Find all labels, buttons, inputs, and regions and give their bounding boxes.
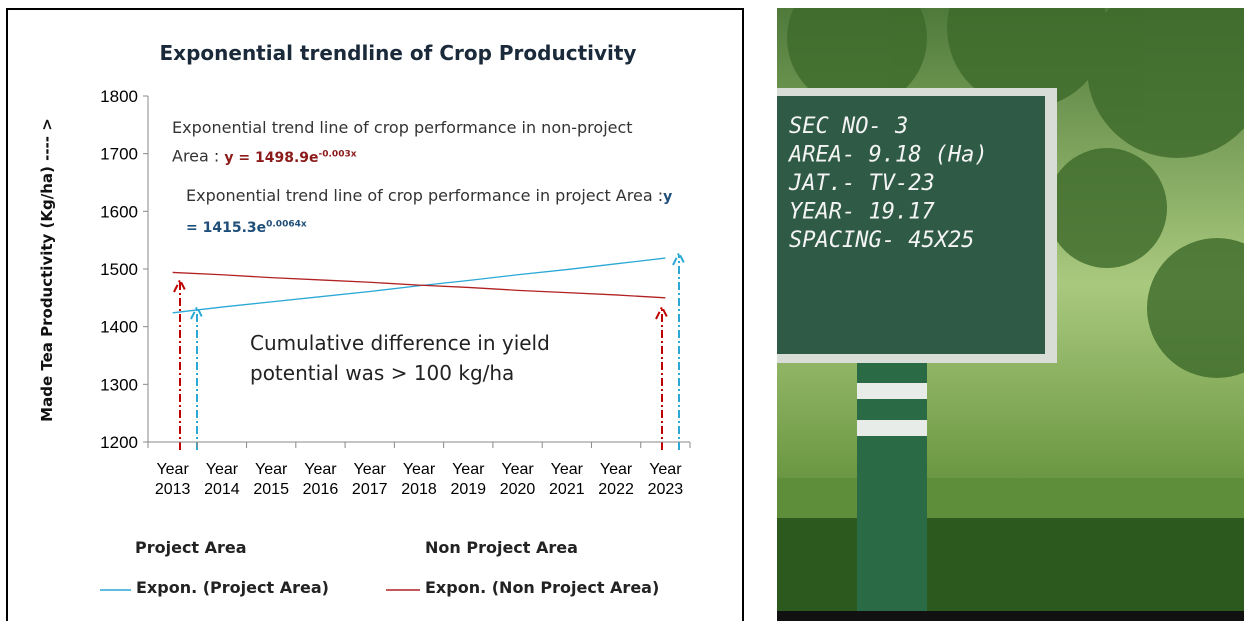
- equation-exponent: 0.0064x: [266, 219, 307, 229]
- sign-line: YEAR- 19.17: [789, 200, 935, 225]
- equation-exponent: -0.003x: [319, 149, 357, 159]
- x-tick-label: Year 2020: [493, 460, 543, 500]
- y-tick-label: 1800: [100, 87, 138, 106]
- legend-entry: Expon. (Non Project Area): [425, 578, 659, 597]
- arrow: [191, 307, 203, 450]
- arrow: [673, 253, 685, 450]
- legend-entry: Project Area: [135, 538, 247, 557]
- chart: Exponential trendline of Crop Productivi…: [0, 0, 760, 621]
- sign-line: JAT.- TV-23: [788, 171, 935, 196]
- x-tick-label: Year 2015: [246, 460, 296, 500]
- x-tick-label: Year 2014: [197, 460, 247, 500]
- legend-entry: Expon. (Project Area): [136, 578, 329, 597]
- legend-entry: Non Project Area: [425, 538, 578, 557]
- y-tick-label: 1700: [100, 145, 138, 164]
- x-tick-label: Year 2016: [295, 460, 345, 500]
- x-tick-label: Year 2023: [640, 460, 690, 500]
- annotation: Exponential trend line of crop performan…: [186, 182, 681, 242]
- sign-line: SPACING- 45X25: [789, 228, 974, 253]
- annotation-text: Exponential trend line of crop performan…: [186, 186, 663, 205]
- annotation: Exponential trend line of crop performan…: [172, 114, 652, 172]
- equation-base: y = 1498.9e: [224, 150, 318, 166]
- sign-line: AREA- 9.18 (Ha): [787, 143, 988, 168]
- post-stripe: [857, 420, 927, 436]
- page: Exponential trendline of Crop Productivi…: [0, 0, 1244, 621]
- x-tick-label: Year 2017: [345, 460, 395, 500]
- tea-bushes: [777, 508, 1244, 611]
- y-tick-label: 1500: [100, 260, 138, 279]
- chart-title: Exponential trendline of Crop Productivi…: [160, 41, 637, 65]
- arrow: [656, 307, 668, 450]
- x-tick-label: Year 2013: [148, 460, 198, 500]
- y-tick-label: 1300: [100, 375, 138, 394]
- x-tick-label: Year 2019: [443, 460, 493, 500]
- equation: y = 1498.9e-0.003x: [224, 150, 356, 166]
- chart-panel: Exponential trendline of Crop Productivi…: [0, 0, 760, 621]
- y-tick-label: 1200: [100, 433, 138, 452]
- post-stripe: [857, 383, 927, 399]
- annotation: Cumulative difference in yield potential…: [250, 328, 600, 388]
- trend-line: [173, 272, 666, 297]
- x-tick-label: Year 2021: [542, 460, 592, 500]
- x-tick-label: Year 2022: [591, 460, 641, 500]
- photo-bottom: [777, 611, 1244, 621]
- y-axis-label: Made Tea Productivity (Kg/ha) ---- >: [38, 118, 56, 422]
- x-tick-label: Year 2018: [394, 460, 444, 500]
- arrow: [174, 280, 186, 450]
- tea-bushes: [777, 478, 1244, 518]
- sign-line: SEC NO- 3: [789, 114, 908, 139]
- y-tick-label: 1400: [100, 318, 138, 337]
- photo: SEC NO- 3 AREA- 9.18 (Ha) JAT.- TV-23 YEAR-…: [777, 8, 1244, 621]
- y-tick-label: 1600: [100, 202, 138, 221]
